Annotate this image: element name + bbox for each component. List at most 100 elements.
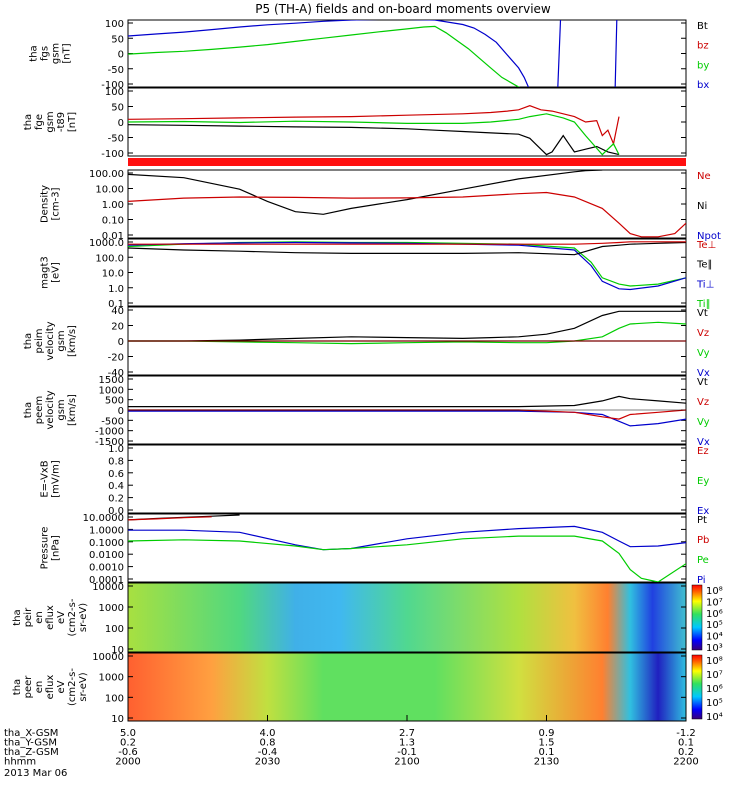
x-tick-value: -0.4	[258, 747, 278, 758]
y-axis-label: en	[34, 611, 45, 624]
colorbar-tick-label: 10⁷	[706, 670, 723, 681]
y-axis-label: tha	[23, 114, 34, 130]
colorbar-tick-label: 10³	[706, 643, 723, 654]
panel-fge: 100 50 0 -50 -100 tha fge gsm -t89 [nT]	[23, 87, 687, 160]
x-axis-annotation: tha_X-GSM 5.0 4.0 2.7 0.9 -1.2 tha_Y-GSM 0.2 0.8…	[4, 715, 699, 779]
y-tick-label: -1500	[95, 437, 124, 448]
y-axis-label: gsm	[51, 43, 62, 64]
x-tick-value: 2030	[255, 757, 280, 768]
y-axis-label: sr-eV)	[78, 672, 89, 701]
x-row-label: tha_Y-GSM	[4, 738, 57, 749]
y-tick-label: 0	[118, 337, 124, 348]
legend-Pb: Pb	[697, 535, 709, 546]
series-peem-Vt	[128, 395, 686, 408]
x-tick-value: 4.0	[260, 728, 276, 739]
y-axis-label: [nPa]	[51, 535, 62, 561]
legend-Vx: Vx	[697, 437, 710, 448]
colorbar-tick-label: 10⁸	[706, 656, 723, 667]
series-peim-Vt	[128, 310, 686, 342]
panel-frame-peir	[127, 582, 687, 653]
y-tick-label: 1.0000	[89, 525, 124, 536]
spectrogram-peir	[128, 583, 686, 652]
y-tick-label: 0.2	[108, 494, 124, 505]
y-tick-label: 1500	[99, 375, 124, 386]
separator-bar	[128, 158, 686, 166]
y-axis-label: tha	[12, 679, 23, 695]
legend-by: by	[697, 60, 709, 71]
y-axis-label: velocity	[45, 390, 56, 429]
series-temp-Ti⊥	[128, 241, 686, 291]
y-tick-label: -100	[101, 149, 124, 160]
x-tick-value: 0.1	[678, 738, 694, 749]
legend-Ez: Ez	[697, 446, 709, 457]
y-axis-label: [nT]	[62, 43, 73, 63]
panel-frame-efield	[127, 444, 687, 514]
x-tick-value: 0.8	[260, 738, 276, 749]
legend-Pi: Pi	[697, 575, 706, 586]
y-axis-label: Density	[40, 185, 51, 223]
colorbar-peir	[691, 584, 703, 651]
series-fgs-bx	[128, 20, 618, 87]
y-tick-label: 0.0	[108, 506, 124, 517]
x-tick-value: 0.9	[539, 728, 555, 739]
y-tick-label: 40	[111, 306, 124, 317]
y-tick-label: 0.1	[108, 299, 124, 310]
y-tick-label: 100	[105, 19, 124, 30]
colorbar-tick-label: 10⁸	[706, 586, 723, 597]
colorbar-tick-label: 10⁷	[706, 597, 723, 608]
series-fgs-by	[128, 25, 520, 87]
y-axis-label: Pressure	[40, 527, 51, 570]
y-tick-label: 1.0	[108, 284, 124, 295]
series-temp-Te⊥	[128, 241, 686, 245]
x-tick-value: -0.1	[397, 747, 417, 758]
panel-fgs: 100 50 0 -50 -100 tha fgs gsm [nT] Bt bz by bx	[29, 19, 710, 91]
legend-Vy: Vy	[697, 348, 710, 359]
y-tick-label: 100	[105, 87, 124, 98]
series-fge-green	[128, 113, 620, 156]
y-tick-label: 50	[111, 34, 124, 45]
legend-Ne: Ne	[697, 171, 711, 182]
y-axis-label: -t89	[56, 112, 67, 132]
y-axis-label: fgs	[40, 46, 51, 61]
y-axis-label: [mV/m]	[51, 460, 62, 498]
legend-Vz: Vz	[697, 397, 709, 408]
y-axis-label: [cm-3]	[51, 187, 62, 220]
y-axis-label: [eV]	[51, 262, 62, 283]
legend-Ti∥: Ti∥	[696, 299, 711, 310]
series-peim-Vy	[128, 321, 686, 345]
y-tick-label: 0	[118, 118, 124, 129]
x-tick-value: 2000	[115, 757, 140, 768]
y-axis-label: eflux	[45, 605, 56, 630]
series-pressure-Pb	[128, 516, 212, 521]
y-tick-label: 1000	[99, 603, 124, 614]
y-tick-label: -100	[101, 80, 124, 91]
y-axis-label: [km/s]	[67, 325, 78, 357]
y-axis-label: eV	[56, 680, 67, 693]
y-tick-label: 0.6	[108, 469, 124, 480]
x-row-label: hhmm	[4, 757, 36, 768]
panel-peim: 40 20 0 -20 -40 tha peim velocity gsm [km/s] Vt Vz V…	[23, 306, 710, 379]
y-tick-label: 10000	[92, 582, 124, 593]
y-axis-label: tha	[23, 333, 34, 349]
y-axis-label: fge	[34, 114, 45, 130]
y-axis-label: E=-VxB	[40, 460, 51, 497]
legend-Bt: Bt	[697, 21, 708, 32]
legend-Ni: Ni	[697, 201, 707, 212]
y-tick-label: 0.4	[108, 481, 124, 492]
y-tick-label: 1000.0	[89, 238, 124, 249]
y-axis-label: peem	[34, 396, 45, 424]
date-label: 2013 Mar 06	[4, 768, 67, 779]
legend-Vz: Vz	[697, 328, 709, 339]
y-tick-label: 20	[111, 322, 124, 333]
x-tick-value: 1.3	[399, 738, 415, 749]
y-axis-label: [nT]	[67, 112, 78, 132]
y-axis-label: magt3	[40, 256, 51, 289]
legend-Pe: Pe	[697, 555, 709, 566]
x-tick-value: 0.1	[539, 747, 555, 758]
x-tick-value: 2.7	[399, 728, 415, 739]
y-tick-label: -500	[101, 416, 124, 427]
series-fge-red	[128, 105, 620, 146]
legend-Vt: Vt	[697, 377, 708, 388]
y-tick-label: -50	[108, 134, 124, 145]
